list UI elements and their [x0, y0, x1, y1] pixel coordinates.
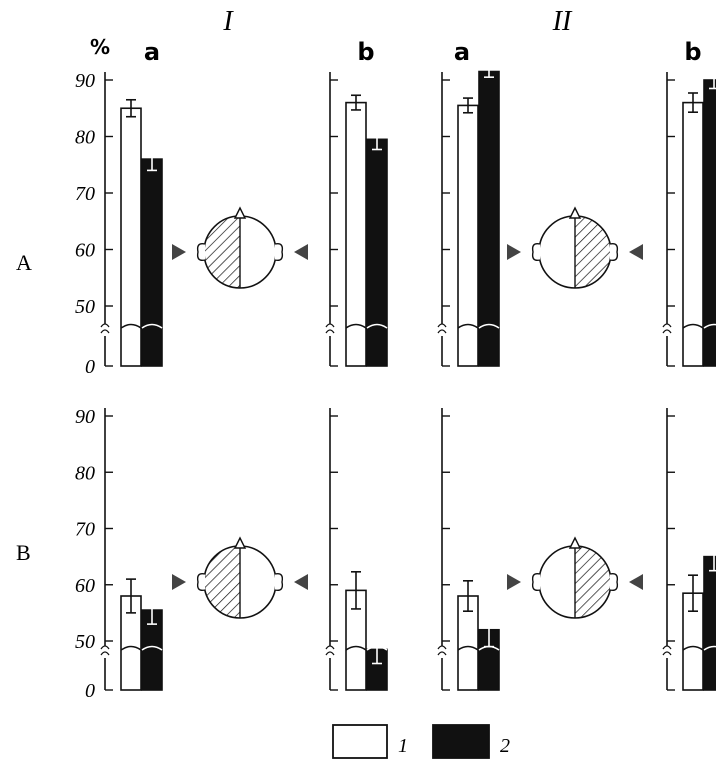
y-tick-label-80-B-I-a: 80 [75, 462, 95, 484]
sub-label-II-a: a [454, 38, 470, 66]
group-label-II: II [552, 6, 573, 37]
bar-break-2-B-II-b [703, 645, 716, 651]
bar-break-1-B-II-a [457, 645, 479, 651]
row-label-A: A [16, 250, 32, 275]
head-hatch-A-II [575, 216, 611, 288]
bar-2-B-II-b [703, 555, 716, 691]
bar-break-1-B-II-b [682, 645, 704, 651]
sub-label-I-a: a [144, 38, 160, 66]
legend: 1 2 [332, 724, 510, 759]
head-ear-right-A-II [609, 242, 619, 262]
head-icon-B-II [507, 536, 643, 619]
panel-A-I-b [325, 72, 388, 367]
bar-break-1-B-I-a [120, 645, 142, 651]
arrow-right-B-I [294, 574, 308, 590]
y-tick-label-60-A-I-a: 60 [75, 240, 95, 262]
head-hatch-B-I [204, 546, 240, 618]
arrow-left-B-II [507, 574, 521, 590]
panel-B-II-a [437, 408, 500, 691]
y-tick-label-0-B-I-a: 0 [85, 680, 95, 702]
axis-break-B-I-a [100, 645, 110, 656]
head-ear-right-B-II [609, 572, 619, 592]
bar-2-A-I-b [366, 138, 388, 367]
legend-label-1: 1 [398, 735, 408, 757]
bar-2-A-II-a [478, 70, 500, 367]
head-nose-A-I [233, 206, 247, 219]
panel-A-I-a: 0 50 60 70 80 90 [75, 70, 163, 378]
bar-panels: 0 50 60 70 80 90 0 50 60 70 80 90 [75, 65, 716, 702]
bar-2-A-II-b [703, 79, 716, 367]
y-tick-label-50-B-I-a: 50 [75, 631, 95, 653]
y-tick-label-0-A-I-a: 0 [85, 356, 95, 378]
head-hatch-A-I [204, 216, 240, 288]
group-label-I: I [222, 6, 234, 37]
bar-break-1-A-I-b [345, 323, 367, 329]
head-icon-A-II [507, 206, 643, 289]
y-tick-label-80-A-I-a: 80 [75, 127, 95, 149]
sub-label-II-b: b [684, 38, 701, 66]
arrow-left-B-I [172, 574, 186, 590]
axis-break-A-II-a [437, 323, 447, 334]
bar-break-2-A-I-b [366, 323, 388, 329]
arrow-right-B-II [629, 574, 643, 590]
bar-break-1-B-I-b [345, 645, 367, 651]
bar-break-1-A-I-a [120, 323, 142, 329]
head-icon-A-I [172, 206, 308, 289]
axis-break-B-II-a [437, 645, 447, 656]
row-label-B: B [16, 540, 31, 565]
axis-break-A-II-b [662, 323, 672, 334]
head-nose-B-I [233, 536, 247, 549]
percent-label: % [90, 35, 110, 59]
axis-break-B-II-b [662, 645, 672, 656]
arrow-left-A-I [172, 244, 186, 260]
y-tick-label-90-A-I-a: 90 [75, 70, 95, 92]
arrow-left-A-II [507, 244, 521, 260]
y-tick-label-50-A-I-a: 50 [75, 296, 95, 318]
head-ear-right-B-I [274, 572, 284, 592]
bar-break-2-A-I-a [141, 323, 163, 329]
legend-swatch-1 [332, 724, 388, 759]
y-tick-label-70-B-I-a: 70 [75, 519, 95, 541]
head-hatch-B-II [575, 546, 611, 618]
panel-A-II-b [662, 70, 716, 367]
y-tick-label-90-B-I-a: 90 [75, 406, 95, 428]
panel-B-II-b [662, 408, 716, 691]
arrow-right-A-I [294, 244, 308, 260]
axis-break-B-I-b [325, 645, 335, 656]
axis-break-A-I-a [100, 323, 110, 334]
legend-label-2: 2 [500, 735, 510, 757]
y-tick-label-60-B-I-a: 60 [75, 575, 95, 597]
bar-1-A-I-a [120, 107, 142, 367]
bar-break-2-B-I-a [141, 645, 163, 651]
sub-label-I-b: b [357, 38, 374, 66]
head-ear-left-A-I [196, 242, 206, 262]
panel-B-I-a: 0 50 60 70 80 90 [75, 406, 163, 702]
head-ear-right-A-I [274, 242, 284, 262]
bar-break-2-A-II-a [478, 323, 500, 329]
panel-A-II-a [437, 65, 500, 367]
panel-B-I-b [325, 408, 388, 691]
head-ear-left-A-II [531, 242, 541, 262]
head-ear-left-B-I [196, 572, 206, 592]
bar-break-1-A-II-a [457, 323, 479, 329]
bar-break-2-A-II-b [703, 323, 716, 329]
bar-break-1-A-II-b [682, 323, 704, 329]
y-tick-label-70-A-I-a: 70 [75, 183, 95, 205]
bar-2-A-I-a [141, 158, 163, 367]
head-icons [172, 206, 643, 619]
head-nose-B-II [568, 536, 582, 549]
arrow-right-A-II [629, 244, 643, 260]
axis-break-A-I-b [325, 323, 335, 334]
head-ear-left-B-II [531, 572, 541, 592]
head-icon-B-I [172, 536, 308, 619]
legend-swatch-2 [432, 724, 490, 759]
head-nose-A-II [568, 206, 582, 219]
